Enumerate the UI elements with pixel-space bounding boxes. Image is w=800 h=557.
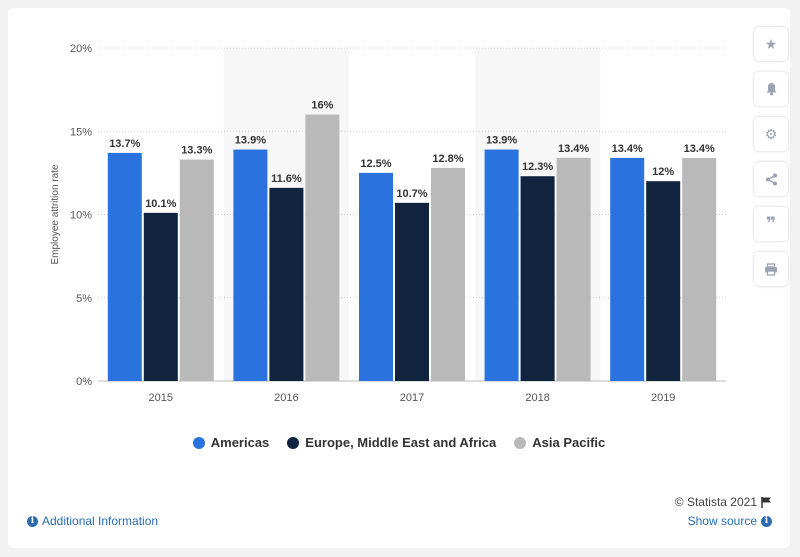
additional-info-label: Additional Information	[42, 514, 159, 528]
y-tick-label: 0%	[76, 376, 92, 388]
bar	[233, 149, 268, 381]
legend-item-americas[interactable]: Americas	[192, 435, 270, 450]
y-tick-label: 15%	[70, 126, 92, 138]
data-label: 13.4%	[612, 143, 643, 155]
bar	[305, 114, 340, 381]
data-label: 13.4%	[684, 143, 715, 155]
side-toolbar: ★ ⚙ ❞	[754, 27, 788, 297]
bar	[520, 176, 555, 381]
bar	[431, 167, 465, 381]
data-label: 12.8%	[432, 153, 463, 165]
bar	[484, 149, 519, 381]
x-tick-label: 2018	[525, 392, 549, 404]
bar	[107, 152, 142, 381]
x-tick-label: 2016	[274, 392, 298, 404]
data-label: 12.5%	[360, 158, 391, 170]
bar	[682, 157, 717, 381]
additional-info-link[interactable]: i Additional Information	[27, 514, 158, 528]
legend-item-asia-pacific[interactable]: Asia Pacific	[514, 435, 605, 450]
show-source-link[interactable]: Show source i	[688, 514, 772, 528]
statista-credits[interactable]: © Statista 2021	[675, 495, 772, 509]
bar	[269, 187, 304, 381]
chart-card: 0% 5% 10% 15% 20% Employee attrition rate 13.7…	[8, 8, 790, 548]
y-tick-label: 5%	[76, 293, 92, 305]
data-label: 13.7%	[109, 138, 140, 150]
chart-legend: Americas Europe, Middle East and Africa …	[8, 435, 790, 450]
data-label: 13.9%	[235, 135, 266, 147]
data-label: 10.1%	[145, 198, 176, 210]
bar	[179, 159, 214, 381]
data-label: 12.3%	[522, 161, 553, 173]
bar	[646, 181, 681, 381]
x-tick-label: 2017	[400, 392, 424, 404]
flag-icon	[761, 496, 771, 508]
data-label: 13.9%	[486, 135, 517, 147]
x-tick-label: 2019	[651, 392, 675, 404]
data-label: 13.4%	[558, 143, 589, 155]
x-tick-label: 2015	[149, 392, 173, 404]
data-label: 13.3%	[181, 145, 212, 157]
print-icon[interactable]	[754, 252, 788, 286]
data-label: 16%	[311, 100, 333, 112]
quote-icon[interactable]: ❞	[754, 207, 788, 241]
y-tick-label: 10%	[70, 210, 92, 222]
star-icon[interactable]: ★	[754, 27, 788, 61]
info-icon: i	[761, 515, 772, 527]
bar-chart: 0% 5% 10% 15% 20% Employee attrition rate 13.7…	[50, 43, 726, 404]
gear-icon[interactable]: ⚙	[754, 117, 788, 151]
credits-text: © Statista 2021	[674, 495, 757, 509]
bell-icon[interactable]	[754, 72, 788, 106]
legend-item-emea[interactable]: Europe, Middle East and Africa	[287, 435, 496, 450]
y-tick-label: 20%	[70, 43, 92, 55]
data-label: 11.6%	[271, 173, 302, 185]
legend-label: Europe, Middle East and Africa	[305, 435, 497, 450]
legend-label: Americas	[210, 435, 270, 450]
bar	[143, 212, 178, 381]
legend-label: Asia Pacific	[532, 435, 606, 450]
legend-swatch	[287, 436, 300, 449]
bar	[395, 202, 429, 381]
info-icon: i	[27, 515, 38, 527]
bar	[610, 157, 645, 381]
share-icon[interactable]	[754, 162, 788, 196]
bar	[359, 172, 393, 381]
show-source-label: Show source	[687, 514, 757, 528]
legend-swatch	[514, 436, 527, 449]
legend-swatch	[192, 436, 205, 449]
data-label: 10.7%	[396, 188, 427, 200]
y-axis-title: Employee attrition rate	[50, 164, 61, 264]
data-label: 12%	[652, 166, 674, 178]
bar	[556, 157, 591, 381]
